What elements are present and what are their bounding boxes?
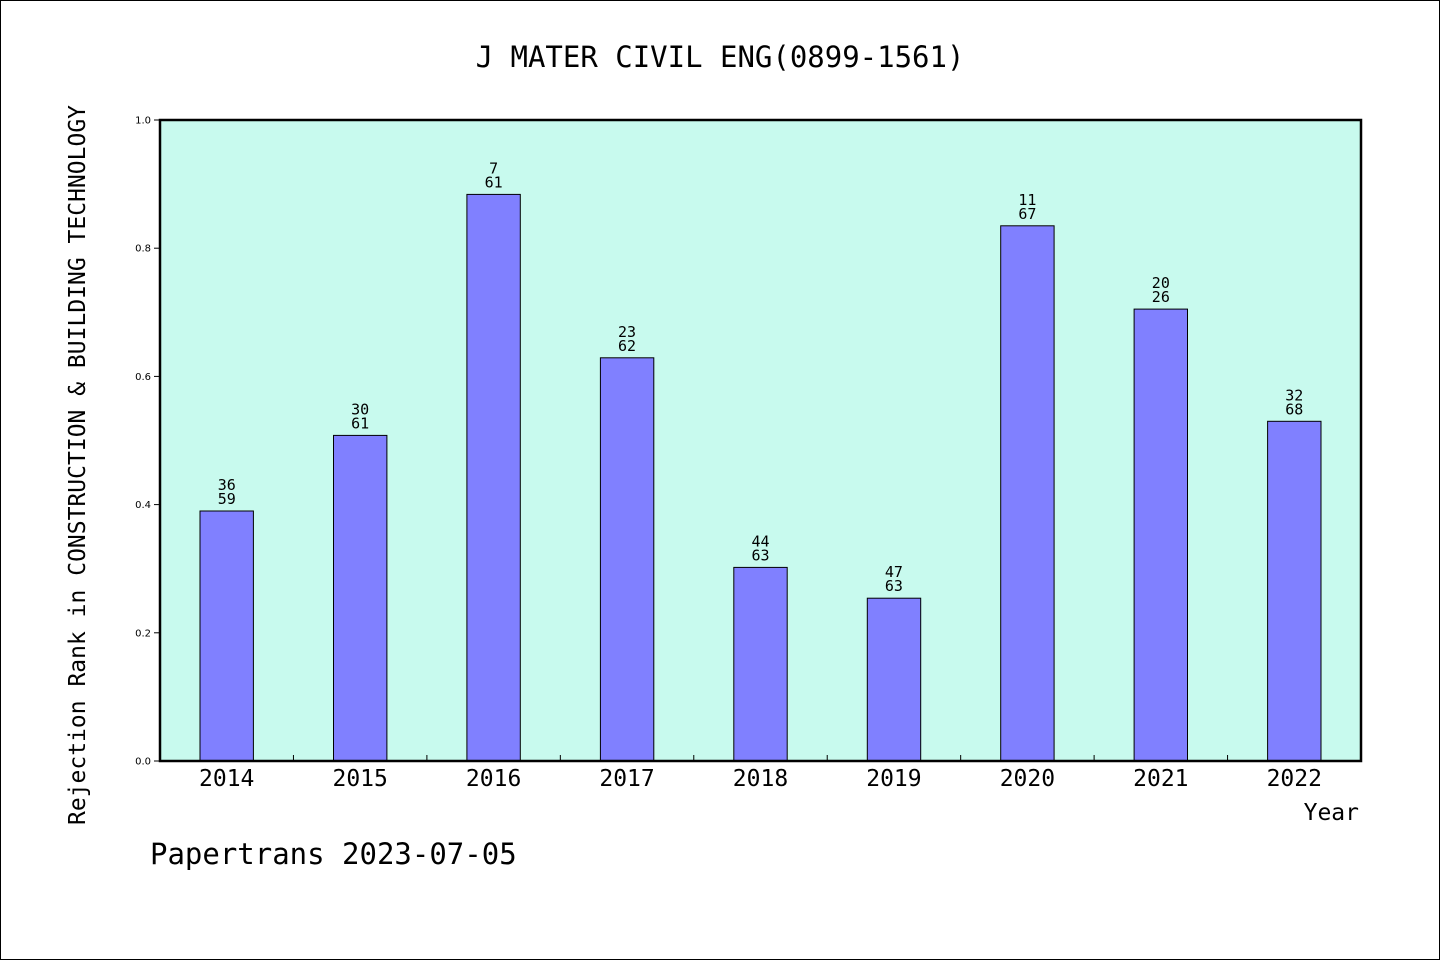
bar-rank-label: 23 — [618, 323, 636, 341]
x-tick-label: 2018 — [733, 766, 788, 792]
bar-2014 — [199, 510, 254, 762]
y-tick-label: 0.4 — [135, 500, 151, 511]
bar-rank-label: 7 — [489, 159, 498, 177]
bar-total-label: 63 — [751, 546, 769, 564]
x-tick-label: 2021 — [1133, 766, 1188, 792]
bar-total-label: 61 — [351, 414, 369, 432]
y-tick-label: 0.2 — [135, 628, 151, 639]
bar-total-label: 61 — [485, 173, 503, 191]
bar-total-label: 68 — [1285, 400, 1303, 418]
y-tick-label: 0.8 — [135, 244, 151, 255]
x-axis-label: Year — [1304, 800, 1359, 826]
x-tick-label: 2020 — [1000, 766, 1055, 792]
x-tick-label: 2017 — [599, 766, 654, 792]
x-tick-label: 2022 — [1267, 766, 1322, 792]
bar-total-label: 63 — [885, 577, 903, 595]
bar-2015 — [333, 434, 388, 762]
bar-2022 — [1267, 420, 1322, 762]
bar-rank-label: 36 — [218, 476, 236, 494]
bar-2017 — [599, 357, 655, 762]
x-ticks-layer: 2014 2015 2016 2017 2018 2019 2020 2021 2022 — [199, 755, 1322, 792]
bar-total-label: 59 — [218, 490, 236, 508]
x-tick-label: 2019 — [866, 766, 921, 792]
bar-total-label: 67 — [1018, 205, 1036, 223]
x-tick-label: 2016 — [466, 766, 521, 792]
bar-total-label: 62 — [618, 337, 636, 355]
y-ticks-layer: 0.0 0.2 0.4 0.6 0.8 1.0 — [135, 116, 160, 768]
bar-2016 — [466, 193, 521, 762]
bar-rank-label: 44 — [751, 532, 769, 550]
bar-rank-label: 30 — [351, 400, 369, 418]
bar-rank-label: 20 — [1152, 274, 1170, 292]
y-tick-label: 0.6 — [135, 372, 151, 383]
bar-rank-label: 32 — [1285, 386, 1303, 404]
y-tick-label: 0.0 — [135, 757, 151, 768]
bar-rank-label: 47 — [885, 563, 903, 581]
x-tick-label: 2014 — [199, 766, 254, 792]
chart-title: J MATER CIVIL ENG(0899-1561) — [476, 40, 965, 74]
footer-credit: Papertrans 2023-07-05 — [150, 837, 517, 871]
y-axis-label: Rejection Rank in CONSTRUCTION & BUILDIN… — [65, 105, 91, 825]
plot-border — [158, 118, 1363, 763]
x-tick-label: 2015 — [332, 766, 387, 792]
y-tick-label: 1.0 — [135, 116, 151, 127]
bar-total-label: 26 — [1152, 288, 1170, 306]
bar-2020 — [1000, 225, 1055, 762]
bar-2019 — [866, 597, 922, 762]
bar-2021 — [1133, 308, 1188, 762]
bar-2018 — [733, 566, 788, 762]
bar-rank-label: 11 — [1018, 191, 1036, 209]
